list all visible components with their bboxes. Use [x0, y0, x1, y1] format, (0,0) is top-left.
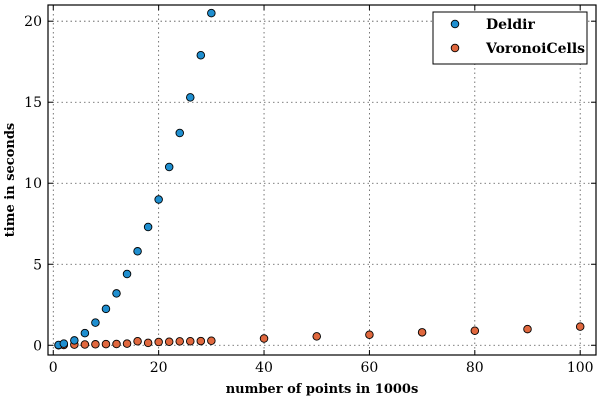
x-tick-label: 100	[567, 360, 594, 376]
axis-ticks: 0 20 40 60 80 100 0 5 10 15 20	[24, 5, 596, 376]
voronoicells-point	[207, 336, 216, 345]
deldir-point	[164, 162, 174, 172]
y-tick-label: 10	[24, 176, 42, 192]
voronoicells-point	[575, 322, 585, 331]
voronoicells-point	[133, 336, 142, 346]
deldir-point	[122, 269, 132, 279]
voronoicells-point	[122, 339, 132, 348]
legend-marker-deldir	[450, 19, 460, 29]
data-points	[54, 8, 585, 350]
x-tick-label: 40	[255, 360, 273, 376]
voronoicells-point	[365, 330, 374, 339]
plot-frame	[47, 4, 597, 356]
legend-label-deldir: Deldir	[486, 17, 535, 33]
grid	[48, 5, 596, 355]
deldir-point	[143, 222, 153, 232]
legend-marker-voronoicells	[450, 43, 460, 53]
deldir-point	[112, 289, 121, 298]
y-tick-label: 0	[33, 338, 42, 354]
deldir-point	[101, 304, 111, 314]
voronoicells-point	[112, 339, 121, 349]
voronoicells-point	[143, 338, 153, 348]
voronoicells-point	[80, 340, 90, 349]
y-axis-label: time in seconds	[3, 123, 18, 237]
voronoicells-point	[186, 336, 195, 346]
deldir-point	[91, 318, 100, 327]
deldir-point	[70, 336, 79, 345]
y-tick-label: 20	[24, 14, 42, 30]
deldir-point	[133, 247, 142, 256]
deldir-point	[80, 328, 90, 338]
x-tick-label: 20	[150, 360, 168, 376]
legend-box	[432, 11, 588, 65]
voronoicells-point	[417, 328, 427, 337]
voronoicells-point	[196, 336, 206, 346]
voronoicells-point	[259, 334, 269, 343]
deldir-point	[207, 8, 216, 18]
voronoicells-point	[175, 337, 184, 346]
series-deldir	[54, 8, 216, 350]
deldir-point	[175, 128, 184, 138]
x-tick-label: 60	[361, 360, 379, 376]
x-tick-label: 0	[49, 360, 58, 376]
y-tick-label: 15	[24, 95, 42, 111]
voronoicells-point	[101, 339, 111, 349]
voronoicells-point	[312, 332, 321, 341]
voronoicells-point	[523, 324, 532, 334]
deldir-point	[186, 93, 195, 102]
voronoicells-point	[91, 340, 100, 349]
x-tick-label: 80	[466, 360, 484, 376]
deldir-point	[154, 195, 163, 204]
voronoicells-point	[164, 337, 174, 346]
voronoicells-point	[154, 337, 163, 347]
legend: Deldir VoronoiCells	[432, 11, 588, 65]
voronoicells-point	[470, 326, 480, 335]
x-axis-label: number of points in 1000s	[226, 382, 419, 397]
deldir-point	[59, 339, 69, 348]
legend-label-voronoicells: VoronoiCells	[485, 41, 585, 57]
deldir-point	[196, 50, 206, 60]
y-tick-label: 5	[33, 257, 42, 273]
